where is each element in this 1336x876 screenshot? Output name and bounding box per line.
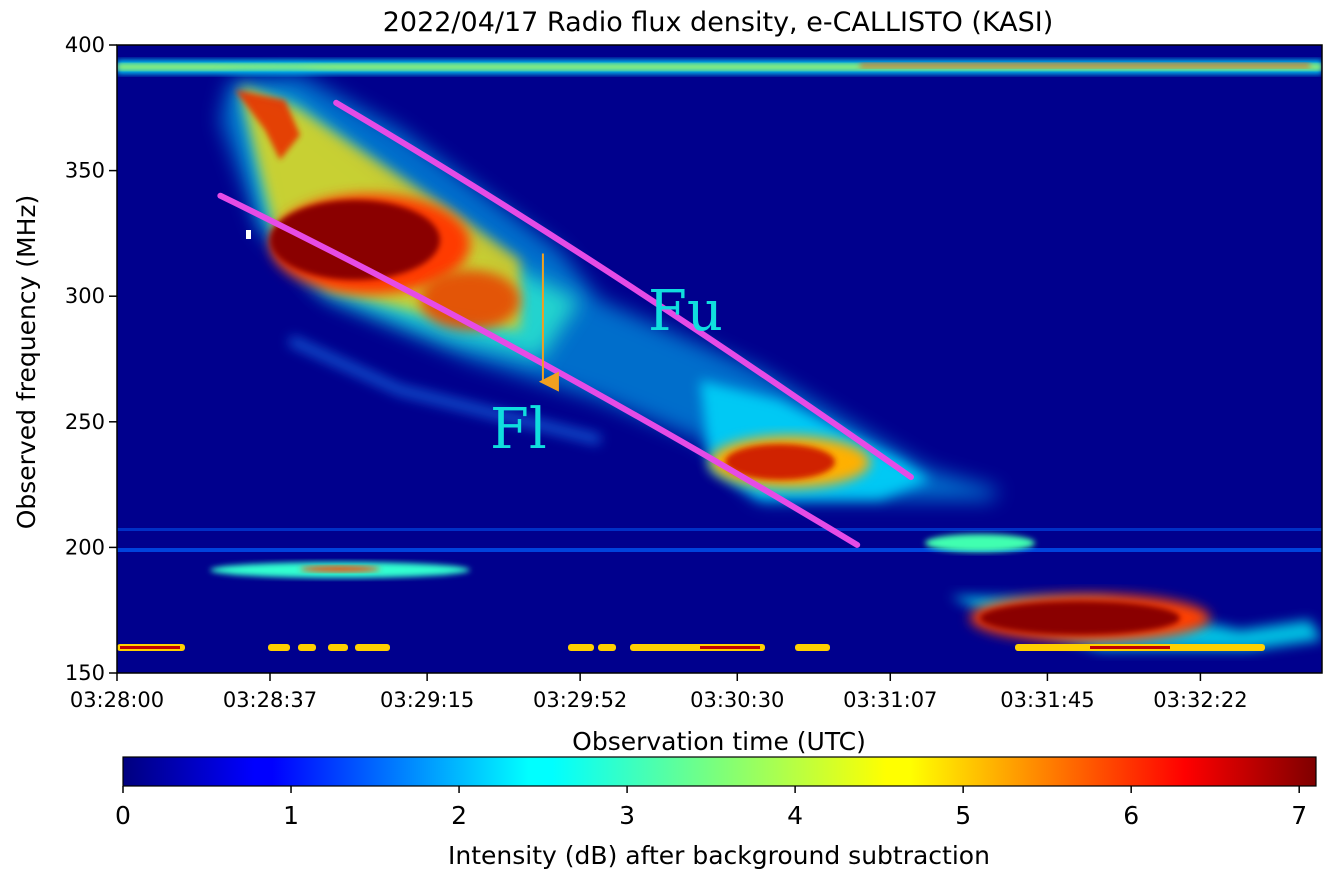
plot-area: Fu Fl	[117, 45, 1322, 673]
colorbar: 0 1 2 3 4 5 6 7 Intensity (dB) after background…	[115, 756, 1317, 870]
y-tick-label: 350	[65, 159, 105, 183]
colorbar-tick-label: 0	[115, 801, 131, 830]
emission-features	[117, 60, 1322, 651]
x-axis: 03:28:00 03:28:37 03:29:15 03:29:52 03:30:30…	[70, 673, 1248, 712]
plot-frame	[116, 44, 1323, 674]
y-tick-label: 250	[65, 410, 105, 434]
colorbar-tick-label: 4	[787, 801, 803, 830]
x-tick-label: 03:29:15	[380, 688, 474, 712]
y-tick-label: 150	[65, 661, 105, 685]
chart-title: 2022/04/17 Radio flux density, e-CALLIST…	[383, 7, 1054, 38]
marker-point	[246, 230, 251, 239]
annotation-fl: Fl	[490, 397, 547, 462]
colorbar-tick-label: 3	[619, 801, 635, 830]
x-tick-label: 03:32:22	[1153, 688, 1247, 712]
colorbar-tick-label: 5	[955, 801, 971, 830]
y-tick-label: 200	[65, 535, 105, 559]
colorbar-gradient	[122, 756, 1317, 787]
colorbar-tick-label: 6	[1123, 801, 1139, 830]
y-axis-label: Observed frequency (MHz)	[12, 195, 41, 530]
colorbar-tick-label: 1	[283, 801, 299, 830]
y-tick-label: 300	[65, 284, 105, 308]
fit-line-fu	[333, 99, 914, 481]
fit-line-fl	[217, 192, 861, 548]
colorbar-tick-label: 7	[1291, 801, 1307, 830]
x-tick-label: 03:30:30	[690, 688, 784, 712]
colorbar-label: Intensity (dB) after background subtract…	[448, 841, 990, 870]
colorbar-ticks: 0 1 2 3 4 5 6 7	[115, 786, 1307, 830]
x-tick-label: 03:31:07	[843, 688, 937, 712]
annotation-fu: Fu	[648, 279, 723, 344]
x-tick-label: 03:31:45	[1000, 688, 1094, 712]
y-axis: 150 200 250 300 350 400	[65, 33, 117, 685]
x-axis-label: Observation time (UTC)	[572, 727, 866, 756]
fit-lines-group	[217, 99, 914, 548]
x-tick-label: 03:28:00	[70, 688, 164, 712]
y-tick-label: 400	[65, 33, 105, 57]
x-tick-label: 03:28:37	[223, 688, 317, 712]
x-tick-label: 03:29:52	[533, 688, 627, 712]
colorbar-tick-label: 2	[451, 801, 467, 830]
